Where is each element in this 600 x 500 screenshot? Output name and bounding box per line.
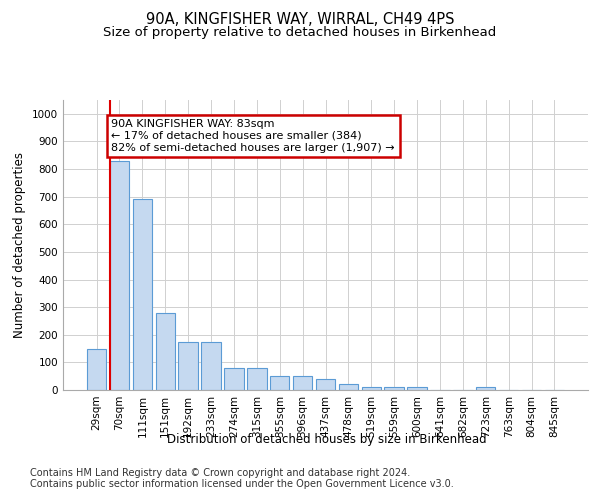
Text: 90A, KINGFISHER WAY, WIRRAL, CH49 4PS: 90A, KINGFISHER WAY, WIRRAL, CH49 4PS <box>146 12 454 28</box>
Bar <box>385 387 404 390</box>
Bar <box>224 368 244 390</box>
Text: Size of property relative to detached houses in Birkenhead: Size of property relative to detached ho… <box>103 26 497 39</box>
Bar <box>407 387 427 390</box>
Bar <box>270 376 289 390</box>
Bar <box>178 342 198 390</box>
Bar <box>133 200 152 390</box>
Text: Distribution of detached houses by size in Birkenhead: Distribution of detached houses by size … <box>167 432 487 446</box>
Bar <box>476 387 496 390</box>
Text: Contains public sector information licensed under the Open Government Licence v3: Contains public sector information licen… <box>30 479 454 489</box>
Y-axis label: Number of detached properties: Number of detached properties <box>13 152 26 338</box>
Bar <box>87 349 106 390</box>
Bar <box>338 384 358 390</box>
Bar <box>316 379 335 390</box>
Bar <box>202 342 221 390</box>
Bar <box>293 376 313 390</box>
Bar <box>110 161 129 390</box>
Bar <box>155 312 175 390</box>
Bar <box>247 368 266 390</box>
Bar <box>362 387 381 390</box>
Text: Contains HM Land Registry data © Crown copyright and database right 2024.: Contains HM Land Registry data © Crown c… <box>30 468 410 477</box>
Text: 90A KINGFISHER WAY: 83sqm
← 17% of detached houses are smaller (384)
82% of semi: 90A KINGFISHER WAY: 83sqm ← 17% of detac… <box>112 120 395 152</box>
